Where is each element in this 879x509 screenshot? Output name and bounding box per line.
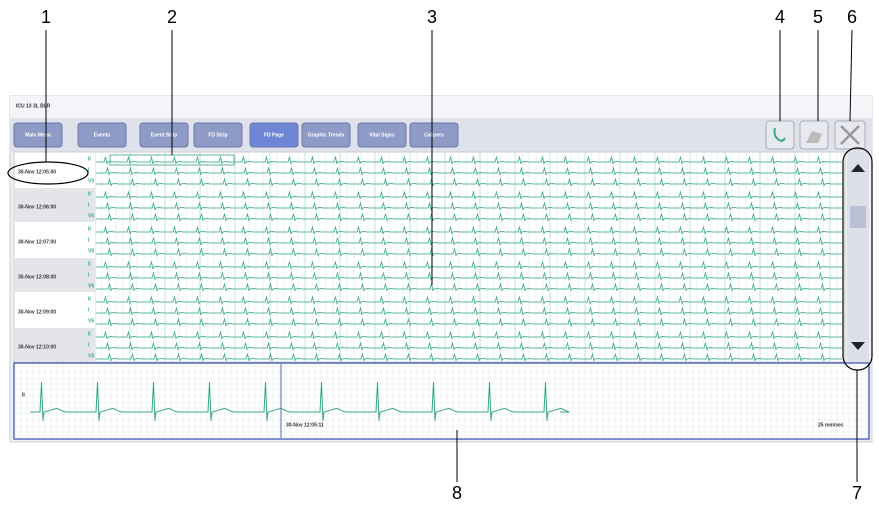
tab-label: FD Page (264, 132, 284, 138)
tabs: Main Menu Events Event Strip FD Strip FD Pag… (14, 123, 458, 147)
strip-time: 30-Nov 12:05:11 (286, 422, 324, 428)
callout-number: 2 (167, 7, 177, 27)
tab-label: FD Strip (208, 132, 227, 138)
row-time: 30-Nov 12:06:00 (18, 204, 56, 210)
callout-number: 6 (847, 7, 857, 27)
callout-number: 4 (775, 7, 785, 27)
lead-label: V5 (88, 353, 94, 359)
strip-speed: 25 mm/sec (818, 422, 844, 428)
callout-number: 5 (813, 7, 823, 27)
row-time: 30-Nov 12:07:00 (18, 239, 56, 245)
lead-label: V5 (88, 283, 94, 289)
tab-label: Main Menu (25, 132, 51, 138)
callout-number: 1 (41, 7, 51, 27)
row-time: 30-Nov 12:08:00 (18, 274, 56, 280)
tab-label: Calipers (424, 132, 444, 138)
scrollbar (847, 152, 869, 362)
callout-number: 3 (427, 7, 437, 27)
tab-label: Vital Signs (369, 132, 395, 138)
tab-label: Events (94, 132, 111, 138)
tab-label: Graphic Trends (308, 132, 345, 138)
icon-button[interactable] (766, 121, 794, 149)
lead-label: V5 (88, 318, 94, 324)
header-bar (10, 96, 872, 118)
lead-label: V5 (88, 248, 94, 254)
lead-label: V5 (88, 213, 94, 219)
icon-group (766, 121, 865, 149)
callout-number: 8 (452, 483, 462, 503)
row-time: 30-Nov 12:09:00 (18, 309, 56, 315)
scroll-thumb[interactable] (850, 206, 866, 228)
callout-number: 7 (852, 483, 862, 503)
row-time: 30-Nov 12:10:00 (18, 344, 56, 350)
monitor-screenshot: ICU 13 3L BLR Main MenuEventsEvent Strip… (0, 0, 879, 509)
row-time: 30-Nov 12:05:00 (18, 169, 56, 175)
lead-label: V5 (88, 178, 94, 184)
tab-label: Event Strip (151, 132, 177, 138)
